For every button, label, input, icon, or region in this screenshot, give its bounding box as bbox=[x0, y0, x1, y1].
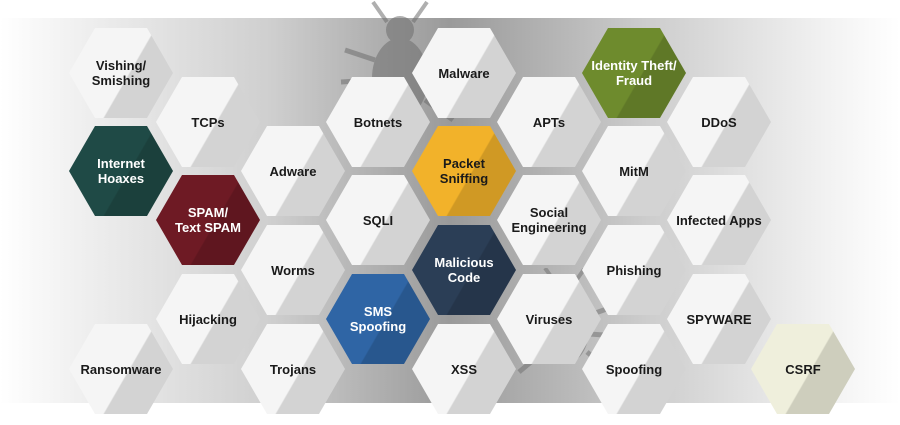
hex-xss: XSS bbox=[412, 324, 516, 414]
hex-label: Ransomware bbox=[80, 361, 162, 377]
hex-label: Identity Theft/ Fraud bbox=[591, 58, 677, 88]
hex-label: SPAM/ Text SPAM bbox=[175, 205, 241, 235]
hex-malware: Malware bbox=[412, 28, 516, 118]
hex-sqli: SQLI bbox=[326, 175, 430, 265]
hex-label: Malware bbox=[438, 65, 490, 81]
hex-malicious-code: Malicious Code bbox=[412, 225, 516, 315]
hex-label: Adware bbox=[269, 163, 317, 179]
hex-label: Trojans bbox=[269, 361, 317, 377]
hex-label: Worms bbox=[271, 262, 315, 278]
hex-label: CSRF bbox=[785, 361, 821, 377]
hex-label: Vishing/ Smishing bbox=[91, 58, 151, 88]
hex-packet-sniffing: Packet Sniffing bbox=[412, 126, 516, 216]
hex-label: XSS bbox=[450, 361, 477, 377]
hex-label: Malicious Code bbox=[434, 255, 494, 285]
hex-label: SQLI bbox=[362, 212, 394, 228]
hex-label: APTs bbox=[532, 114, 566, 130]
hex-label: MitM bbox=[619, 163, 649, 179]
hex-label: Internet Hoaxes bbox=[97, 156, 145, 186]
hex-worms: Worms bbox=[241, 225, 345, 315]
hex-trojans: Trojans bbox=[241, 324, 345, 414]
hex-label: TCPs bbox=[191, 114, 225, 130]
hex-label: Packet Sniffing bbox=[439, 156, 489, 186]
hex-sms-spoofing: SMS Spoofing bbox=[326, 274, 430, 364]
hex-label: SPYWARE bbox=[686, 311, 752, 327]
hex-label: Spoofing bbox=[605, 361, 663, 377]
hex-label: Phishing bbox=[606, 262, 662, 278]
hex-botnets: Botnets bbox=[326, 77, 430, 167]
hex-label: Social Engineering bbox=[511, 205, 587, 235]
hex-label: SMS Spoofing bbox=[349, 304, 407, 334]
hex-adware: Adware bbox=[241, 126, 345, 216]
hex-label: DDoS bbox=[701, 114, 737, 130]
hex-label: Infected Apps bbox=[676, 212, 762, 228]
hex-label: Hijacking bbox=[179, 311, 237, 327]
hex-label: Botnets bbox=[353, 114, 403, 130]
hex-label: Viruses bbox=[525, 311, 573, 327]
